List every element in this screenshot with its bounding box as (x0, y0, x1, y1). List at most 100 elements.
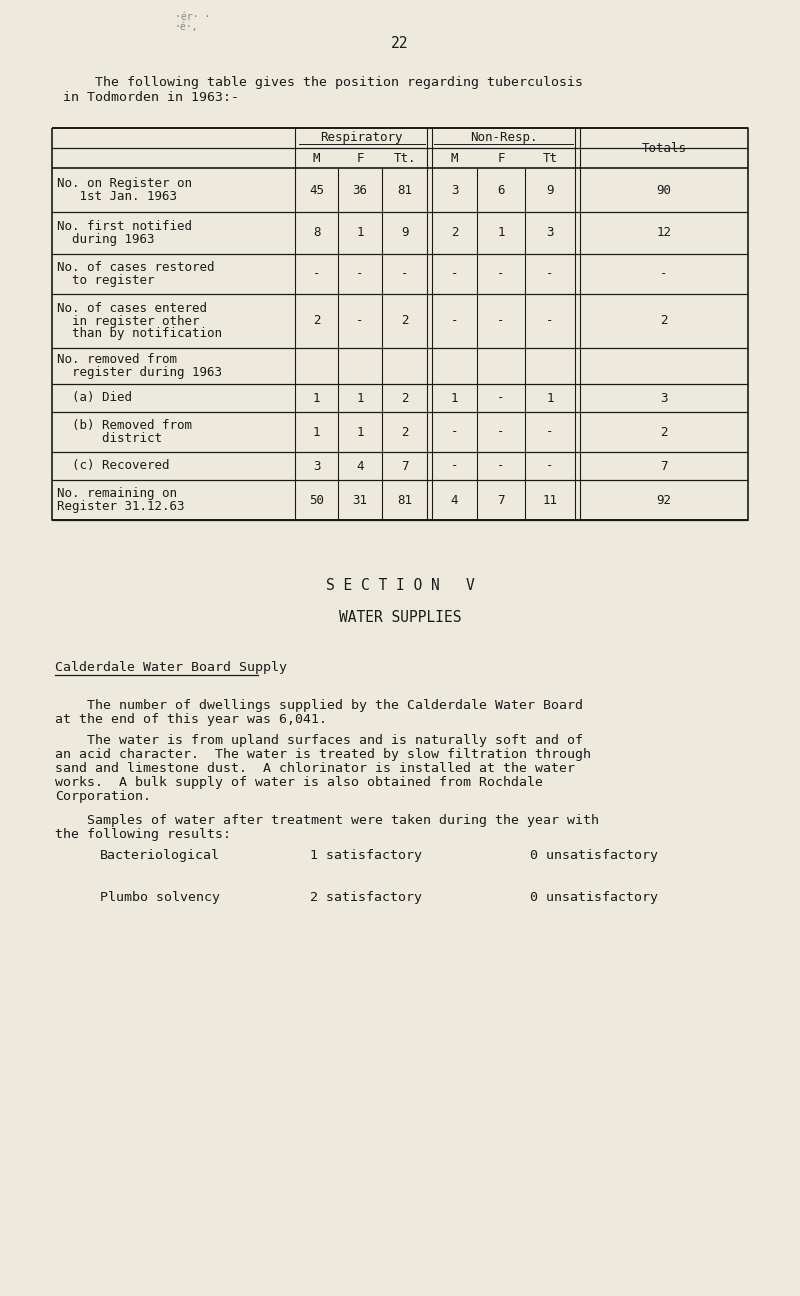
Text: 36: 36 (353, 184, 367, 197)
Text: ·é·,: ·é·, (175, 22, 198, 32)
Text: 1: 1 (546, 391, 554, 404)
Text: F: F (498, 152, 505, 165)
Text: Samples of water after treatment were taken during the year with: Samples of water after treatment were ta… (55, 814, 599, 827)
Text: 3: 3 (546, 227, 554, 240)
Text: Tt.: Tt. (394, 152, 416, 165)
Text: -: - (356, 315, 364, 328)
Text: Tt: Tt (542, 152, 558, 165)
Text: No. remaining on: No. remaining on (57, 487, 177, 500)
Text: 0 unsatisfactory: 0 unsatisfactory (530, 849, 658, 863)
Text: 81: 81 (397, 184, 412, 197)
Text: (a) Died: (a) Died (57, 391, 132, 404)
Text: 3: 3 (313, 460, 320, 473)
Text: 0 unsatisfactory: 0 unsatisfactory (530, 892, 658, 905)
Text: 1: 1 (450, 391, 458, 404)
Text: M: M (450, 152, 458, 165)
Text: Totals: Totals (642, 141, 686, 154)
Text: 81: 81 (397, 494, 412, 507)
Text: 9: 9 (401, 227, 408, 240)
Text: -: - (546, 267, 554, 280)
Text: -: - (450, 315, 458, 328)
Text: WATER SUPPLIES: WATER SUPPLIES (338, 609, 462, 625)
Text: (c) Recovered: (c) Recovered (57, 460, 170, 473)
Text: M: M (313, 152, 320, 165)
Text: -: - (660, 267, 668, 280)
Text: Bacteriological: Bacteriological (100, 849, 220, 863)
Text: Corporation.: Corporation. (55, 791, 151, 804)
Text: Non-Resp.: Non-Resp. (470, 131, 538, 144)
Text: 4: 4 (450, 494, 458, 507)
Text: 1: 1 (356, 227, 364, 240)
Text: 7: 7 (498, 494, 505, 507)
Text: F: F (356, 152, 364, 165)
Text: The following table gives the position regarding tuberculosis: The following table gives the position r… (63, 76, 583, 89)
Text: Plumbo solvency: Plumbo solvency (100, 892, 220, 905)
Text: sand and limestone dust.  A chlorinator is installed at the water: sand and limestone dust. A chlorinator i… (55, 762, 575, 775)
Text: 8: 8 (313, 227, 320, 240)
Text: No. of cases entered: No. of cases entered (57, 302, 207, 315)
Text: -: - (546, 315, 554, 328)
Text: Calderdale Water Board Supply: Calderdale Water Board Supply (55, 661, 287, 674)
Text: 2: 2 (313, 315, 320, 328)
Text: S E C T I O N   V: S E C T I O N V (326, 578, 474, 592)
Text: 2: 2 (660, 425, 668, 438)
Text: -: - (498, 267, 505, 280)
Text: 4: 4 (356, 460, 364, 473)
Text: -: - (498, 315, 505, 328)
Text: -: - (356, 267, 364, 280)
Text: 2: 2 (660, 315, 668, 328)
Text: 2: 2 (401, 391, 408, 404)
Text: (b) Removed from: (b) Removed from (57, 419, 192, 432)
Text: than by notification: than by notification (57, 328, 222, 341)
Text: 6: 6 (498, 184, 505, 197)
Text: 92: 92 (657, 494, 671, 507)
Text: -: - (498, 391, 505, 404)
Text: 31: 31 (353, 494, 367, 507)
Text: -: - (546, 425, 554, 438)
Text: 1: 1 (356, 425, 364, 438)
Text: 7: 7 (660, 460, 668, 473)
Text: 1: 1 (356, 391, 364, 404)
Text: an acid character.  The water is treated by slow filtration through: an acid character. The water is treated … (55, 748, 591, 761)
Text: No. removed from: No. removed from (57, 353, 177, 365)
Text: -: - (546, 460, 554, 473)
Text: 3: 3 (660, 391, 668, 404)
Text: -: - (450, 460, 458, 473)
Text: district: district (57, 432, 162, 445)
Text: No. on Register on: No. on Register on (57, 178, 192, 191)
Text: ·ér· ·: ·ér· · (175, 12, 210, 22)
Text: 45: 45 (309, 184, 324, 197)
Text: 3: 3 (450, 184, 458, 197)
Text: 9: 9 (546, 184, 554, 197)
Text: in Todmorden in 1963:-: in Todmorden in 1963:- (63, 91, 239, 104)
Text: The number of dwellings supplied by the Calderdale Water Board: The number of dwellings supplied by the … (55, 699, 583, 712)
Text: the following results:: the following results: (55, 828, 231, 841)
Text: 11: 11 (542, 494, 558, 507)
Text: Respiratory: Respiratory (320, 131, 402, 144)
Text: 2: 2 (401, 425, 408, 438)
Text: No. of cases restored: No. of cases restored (57, 260, 214, 273)
Text: register during 1963: register during 1963 (57, 365, 222, 378)
Text: -: - (450, 425, 458, 438)
Text: 2: 2 (450, 227, 458, 240)
Text: 1st Jan. 1963: 1st Jan. 1963 (57, 191, 177, 203)
Text: 2 satisfactory: 2 satisfactory (310, 892, 422, 905)
Text: -: - (498, 460, 505, 473)
Text: 12: 12 (657, 227, 671, 240)
Text: -: - (498, 425, 505, 438)
Text: in register other: in register other (57, 315, 199, 328)
Text: Register 31.12.63: Register 31.12.63 (57, 500, 185, 513)
Text: 1: 1 (498, 227, 505, 240)
Text: -: - (450, 267, 458, 280)
Text: 1: 1 (313, 425, 320, 438)
Text: 50: 50 (309, 494, 324, 507)
Text: 2: 2 (401, 315, 408, 328)
Text: The water is from upland surfaces and is naturally soft and of: The water is from upland surfaces and is… (55, 734, 583, 746)
Text: 7: 7 (401, 460, 408, 473)
Text: -: - (401, 267, 408, 280)
Text: to register: to register (57, 273, 154, 286)
Text: 1 satisfactory: 1 satisfactory (310, 849, 422, 863)
Text: works.  A bulk supply of water is also obtained from Rochdale: works. A bulk supply of water is also ob… (55, 776, 543, 789)
Text: at the end of this year was 6,041.: at the end of this year was 6,041. (55, 713, 327, 726)
Text: 22: 22 (391, 35, 409, 51)
